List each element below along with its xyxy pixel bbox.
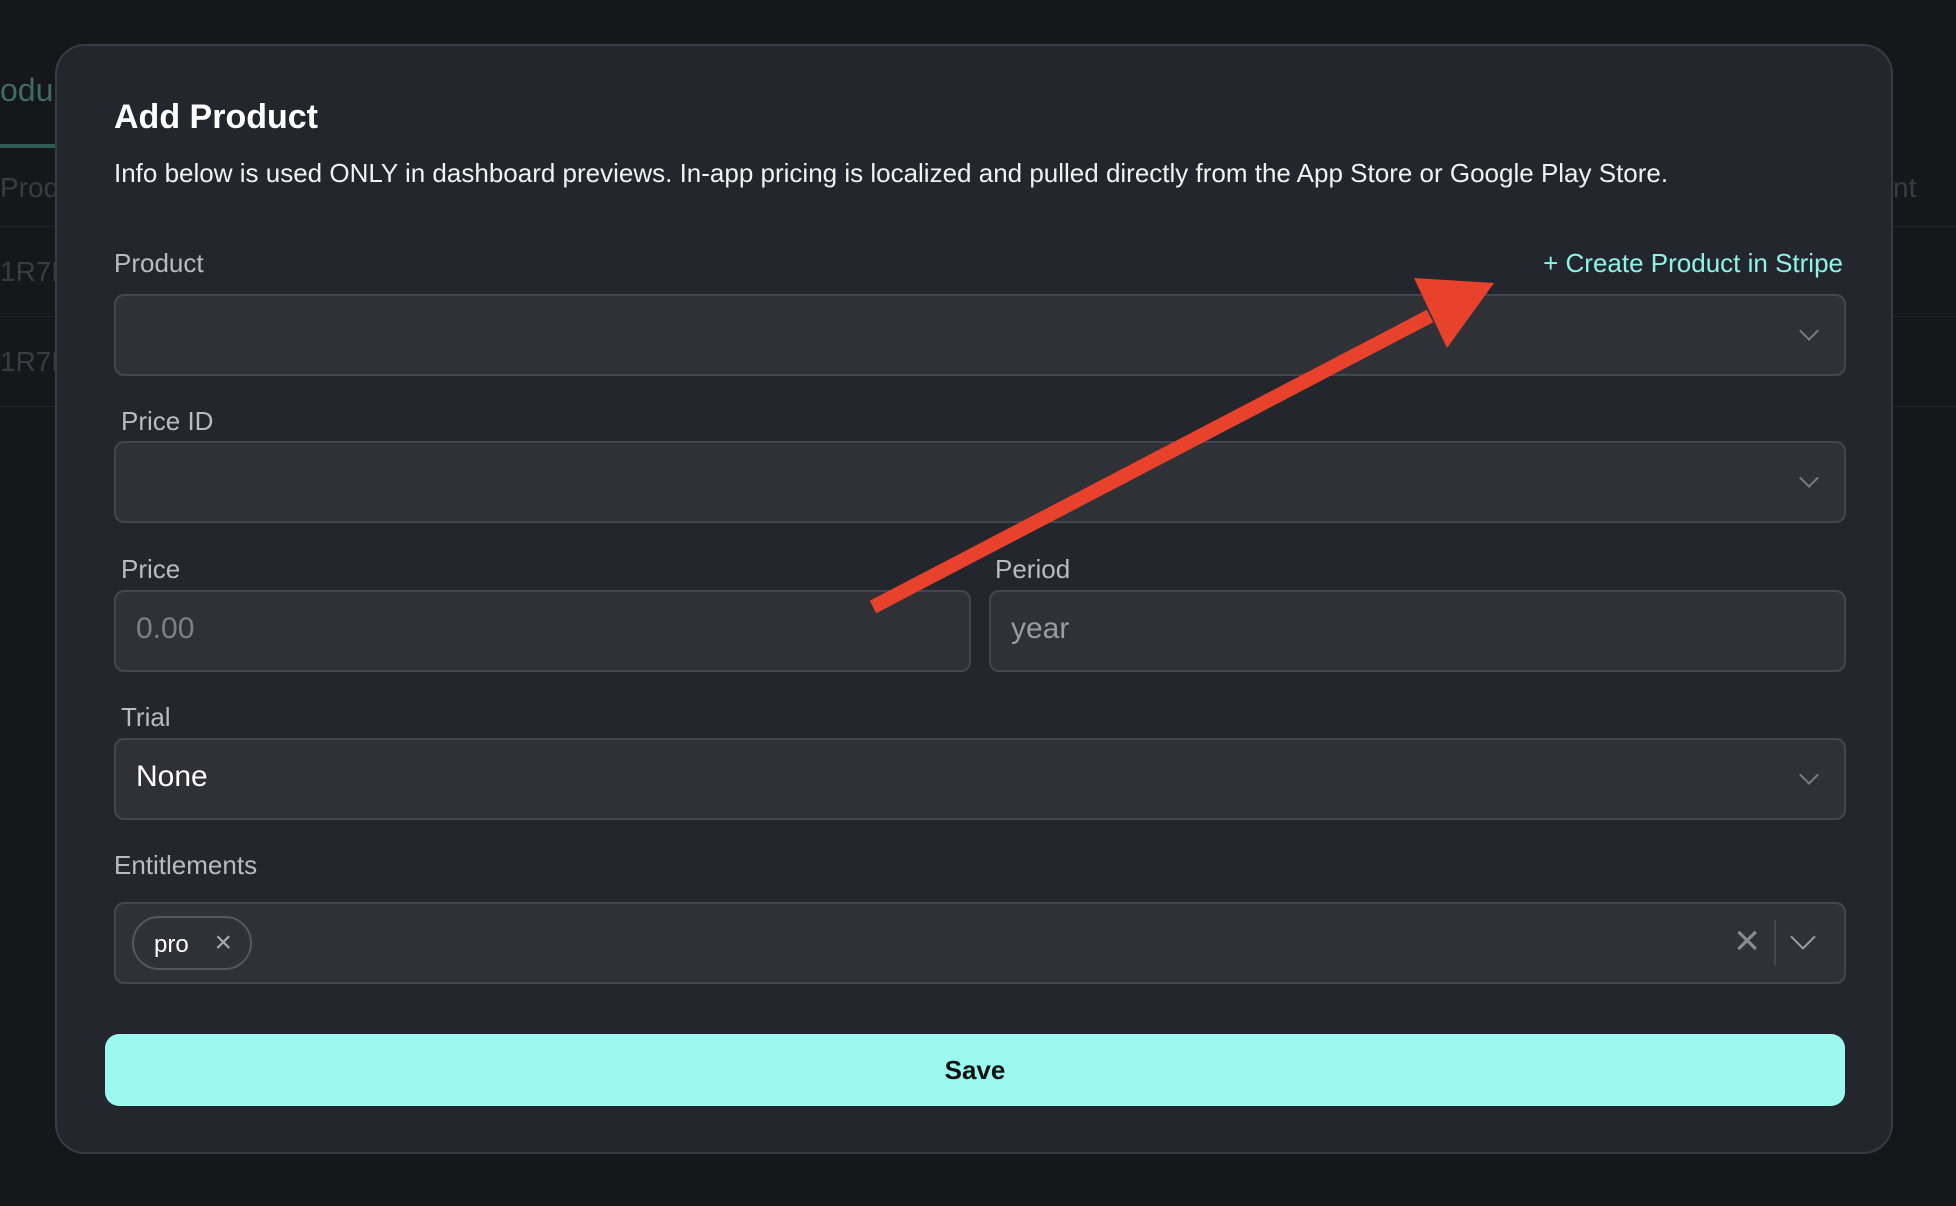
entitlements-multiselect[interactable]: pro × ×	[114, 902, 1846, 984]
separator	[1774, 920, 1776, 966]
price-label: Price	[121, 554, 181, 584]
save-button[interactable]: Save	[105, 1034, 1845, 1106]
create-product-in-stripe-link[interactable]: + Create Product in Stripe	[1543, 248, 1843, 278]
clear-all-icon[interactable]: ×	[1734, 916, 1760, 965]
modal-description: Info below is used ONLY in dashboard pre…	[114, 158, 1669, 188]
product-select[interactable]	[114, 294, 1846, 376]
bg-header-right: nt	[1893, 172, 1917, 203]
entitlements-label: Entitlements	[114, 850, 258, 880]
add-product-modal: Add Product Info below is used ONLY in d…	[55, 44, 1893, 1154]
arrow-shaft	[869, 309, 1434, 614]
price-id-select[interactable]	[114, 441, 1846, 523]
price-id-label: Price ID	[121, 406, 214, 436]
remove-chip-icon[interactable]: ×	[214, 926, 232, 959]
price-placeholder: 0.00	[136, 612, 195, 645]
trial-select[interactable]: None	[114, 738, 1846, 820]
product-label: Product	[114, 248, 204, 278]
price-input[interactable]: 0.00	[114, 590, 971, 672]
period-placeholder: year	[1011, 612, 1070, 645]
bg-tab: odu	[0, 72, 54, 108]
bg-tab-underline	[0, 144, 60, 148]
modal-title: Add Product	[114, 98, 318, 136]
arrow-head	[1414, 278, 1494, 348]
entitlement-chip: pro ×	[132, 916, 252, 970]
chip-label: pro	[154, 931, 189, 958]
trial-value: None	[136, 760, 208, 793]
trial-label: Trial	[121, 702, 171, 732]
period-input[interactable]: year	[989, 590, 1846, 672]
period-label: Period	[995, 554, 1071, 584]
